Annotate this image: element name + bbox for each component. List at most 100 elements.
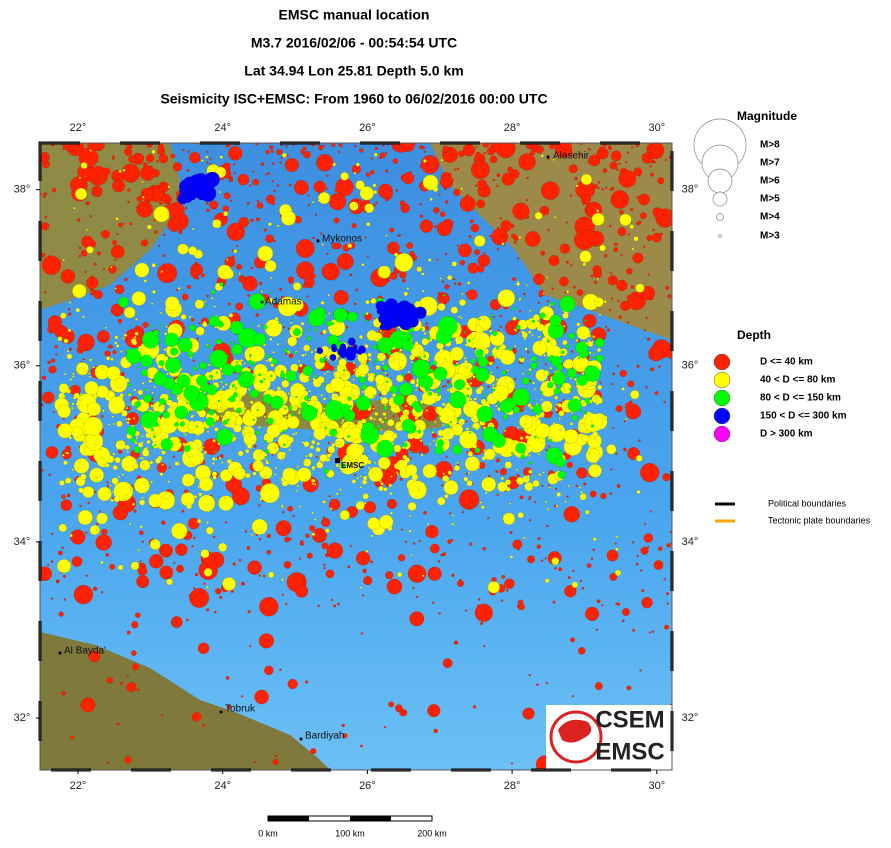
quake-dot (514, 377, 517, 381)
quake-dot (408, 515, 411, 518)
quake-dot (139, 560, 142, 563)
quake-dot (492, 388, 496, 392)
quake-dot (345, 326, 348, 329)
quake-dot (362, 475, 368, 481)
quake-dot (621, 619, 625, 623)
quake-dot (444, 493, 449, 499)
quake-dot (490, 317, 493, 320)
quake-dot (633, 236, 639, 242)
quake-dot (95, 522, 99, 526)
quake-dot (280, 156, 283, 159)
quake-dot (252, 460, 264, 472)
quake-dot (315, 447, 321, 453)
quake-dot (153, 230, 158, 234)
quake-dot (603, 415, 608, 420)
quake-dot (515, 468, 519, 472)
quake-dot (458, 150, 465, 157)
quake-dot (130, 561, 140, 571)
quake-dot (100, 560, 104, 565)
quake-dot (68, 436, 72, 440)
quake-dot (505, 479, 512, 486)
quake-dot (44, 290, 47, 294)
quake-dot (101, 229, 110, 239)
quake-dot (289, 537, 292, 541)
quake-dot (503, 429, 507, 432)
quake-dot (105, 552, 110, 557)
quake-dot (304, 479, 307, 482)
quake-dot (281, 152, 287, 158)
quake-dot (245, 449, 250, 454)
quake-dot (121, 163, 141, 183)
quake-dot (226, 418, 230, 421)
quake-dot (593, 437, 596, 440)
depth-label: D > 300 km (760, 429, 813, 440)
quake-dot (74, 187, 88, 201)
quake-dot (121, 473, 125, 476)
quake-dot (193, 495, 198, 499)
quake-dot (337, 602, 340, 606)
quake-dot (294, 405, 298, 409)
quake-dot (60, 312, 67, 319)
quake-dot (447, 275, 453, 281)
quake-dot (102, 167, 111, 176)
quake-dot (331, 393, 336, 398)
quake-dot (114, 457, 121, 464)
quake-dot (252, 178, 260, 186)
quake-dot (356, 477, 360, 480)
quake-dot (461, 292, 464, 296)
quake-dot (281, 593, 284, 596)
quake-dot (474, 447, 481, 454)
quake-dot (340, 172, 349, 181)
quake-dot (347, 396, 352, 401)
lat-tick-label: 38° (682, 184, 699, 196)
quake-dot (206, 294, 209, 298)
quake-dot (285, 145, 288, 148)
quake-dot (417, 429, 422, 434)
quake-dot (384, 404, 387, 407)
quake-dot (665, 592, 669, 596)
quake-dot (454, 465, 461, 472)
quake-dot (310, 273, 316, 280)
quake-dot (571, 350, 574, 353)
quake-dot (521, 406, 525, 410)
quake-dot (387, 419, 395, 427)
depth-label: 40 < D <= 80 km (760, 375, 835, 386)
quake-dot (414, 341, 419, 346)
quake-dot (469, 542, 473, 546)
quake-dot (283, 348, 288, 353)
quake-dot (465, 427, 470, 431)
quake-dot (93, 490, 97, 494)
quake-dot (590, 424, 595, 428)
quake-dot (525, 445, 533, 453)
quake-dot (426, 336, 431, 341)
quake-dot (288, 183, 292, 187)
quake-dot (528, 330, 532, 334)
quake-dot (359, 376, 366, 384)
quake-dot (269, 608, 277, 615)
quake-dot (463, 356, 467, 360)
quake-dot (203, 568, 213, 577)
quake-dot (301, 404, 318, 422)
quake-dot (579, 250, 592, 263)
quake-dot (203, 450, 207, 454)
quake-dot (378, 156, 382, 160)
quake-dot (483, 251, 486, 255)
quake-dot (359, 475, 362, 478)
quake-dot (132, 417, 136, 420)
quake-dot (122, 337, 126, 340)
quake-dot (548, 486, 551, 489)
quake-dot (407, 501, 417, 511)
quake-dot (269, 337, 273, 341)
quake-dot (299, 541, 305, 547)
quake-dot (444, 252, 448, 256)
quake-dot (148, 493, 163, 508)
quake-dot (587, 339, 590, 342)
quake-dot (345, 189, 348, 192)
quake-dot (131, 621, 139, 629)
quake-dot (544, 578, 550, 584)
quake-dot (404, 540, 407, 543)
quake-dot (73, 458, 90, 474)
quake-dot (353, 302, 357, 306)
quake-dot (320, 301, 325, 305)
scale-label: 100 km (335, 828, 365, 838)
